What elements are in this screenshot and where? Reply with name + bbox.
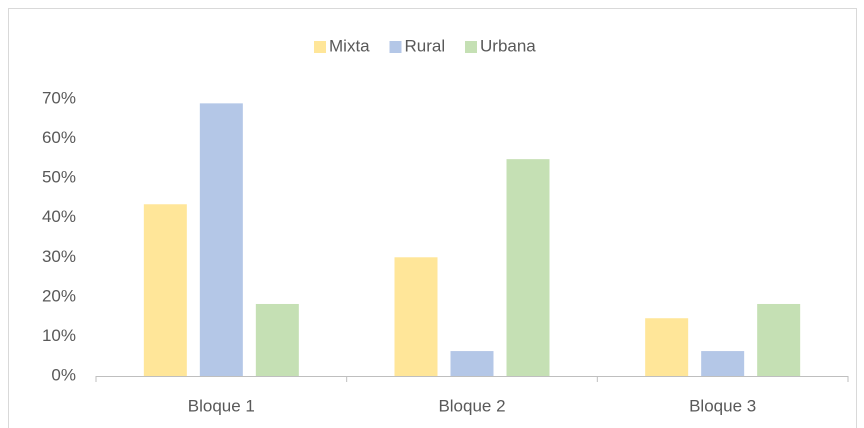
- y-tick-label: 70%: [42, 88, 76, 107]
- x-tick-label: Bloque 2: [438, 396, 505, 415]
- y-tick-label: 40%: [42, 207, 76, 226]
- y-tick-label: 10%: [42, 326, 76, 345]
- y-tick-label: 30%: [42, 247, 76, 266]
- bar: [645, 318, 689, 376]
- legend-label: Rural: [405, 36, 446, 55]
- x-tick-label: Bloque 1: [188, 396, 255, 415]
- legend-swatch: [314, 41, 326, 53]
- y-tick-label: 50%: [42, 168, 76, 187]
- legend-swatch: [389, 41, 402, 53]
- y-tick-label: 20%: [42, 286, 76, 305]
- legend-swatch: [465, 41, 477, 53]
- bar: [143, 204, 187, 376]
- bar: [394, 257, 438, 376]
- y-tick-label: 60%: [42, 128, 76, 147]
- bar: [757, 303, 801, 376]
- y-tick-label: 0%: [51, 365, 76, 384]
- bar: [701, 351, 745, 376]
- bar: [506, 159, 550, 376]
- bar: [450, 351, 494, 376]
- x-tick-label: Bloque 3: [689, 396, 756, 415]
- bar: [255, 303, 299, 376]
- legend-label: Urbana: [480, 36, 536, 55]
- legend-label: Mixta: [329, 36, 370, 55]
- bar: [199, 103, 243, 377]
